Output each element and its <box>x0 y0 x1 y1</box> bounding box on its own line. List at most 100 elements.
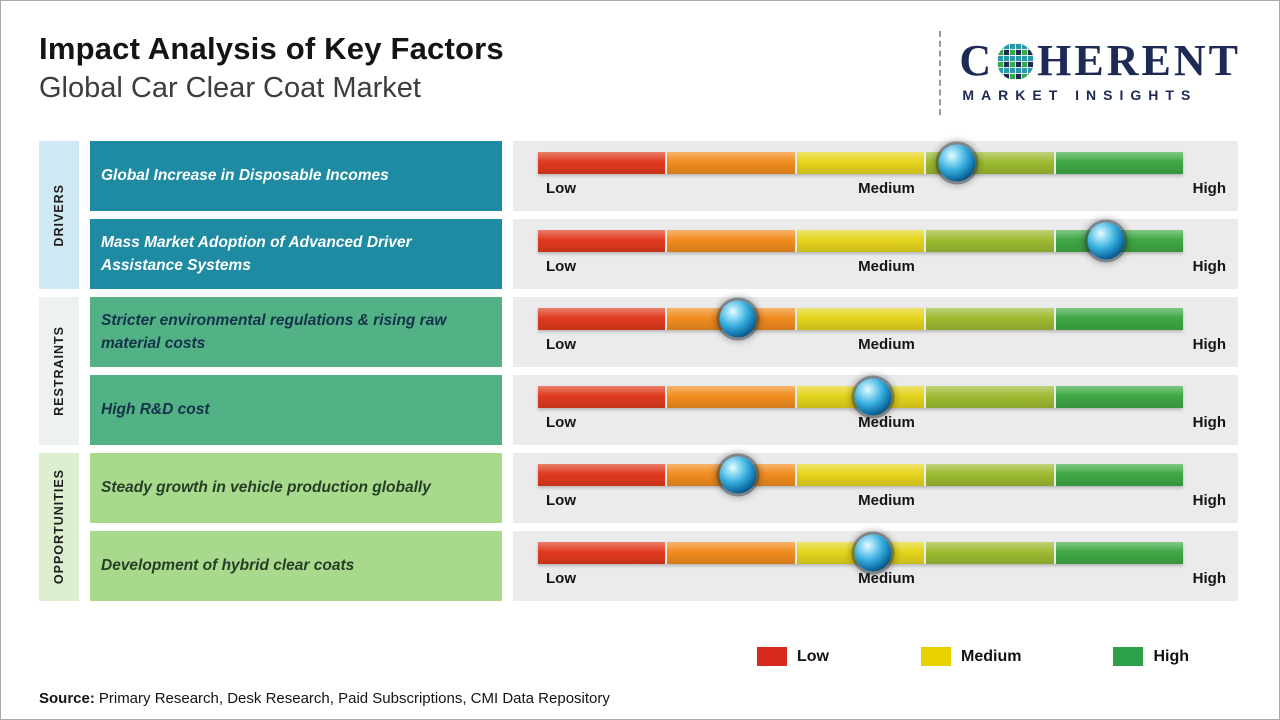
factor-label-6: Development of hybrid clear coats <box>101 557 355 575</box>
scale-label-low: Low <box>546 570 576 587</box>
scale-label-high: High <box>1192 180 1226 197</box>
scale-label-low: Low <box>546 258 576 275</box>
factor-label-box-3: Stricter environmental regulations & ris… <box>90 297 502 367</box>
source-note: Source: Primary Research, Desk Research, … <box>39 690 1241 707</box>
bar-segment-medium-high <box>926 386 1054 408</box>
bar-segment-low-medium <box>667 542 795 564</box>
factor-label-5: Steady growth in vehicle production glob… <box>101 479 431 497</box>
legend-item-low: Low <box>757 647 829 666</box>
scale-label-low: Low <box>546 492 576 509</box>
group-label-opportunities: OPPORTUNITIES <box>52 469 66 585</box>
legend-swatch-medium <box>921 647 951 666</box>
bar-segment-low <box>538 464 666 486</box>
impact-marker <box>719 456 757 494</box>
factor-label-box-1: Global Increase in Disposable Incomes <box>90 141 502 211</box>
impact-scale-bar <box>538 144 1184 182</box>
impact-scale-bar <box>538 222 1184 260</box>
impact-scale-bar <box>538 456 1184 494</box>
source-prefix: Source: <box>39 690 95 707</box>
impact-panel-6: Low Medium High <box>513 531 1238 601</box>
scale-label-low: Low <box>546 414 576 431</box>
group-strip-restraints: RESTRAINTS <box>39 297 79 445</box>
factor-label-box-5: Steady growth in vehicle production glob… <box>90 453 502 523</box>
scale-label-high: High <box>1192 414 1226 431</box>
group-label-restraints: RESTRAINTS <box>52 326 66 416</box>
scale-label-medium: Medium <box>858 258 915 275</box>
factor-label-3: Stricter environmental regulations & ris… <box>101 311 447 352</box>
scale-label-medium: Medium <box>858 336 915 353</box>
impact-marker <box>1087 222 1125 260</box>
impact-panel-5: Low Medium High <box>513 453 1238 523</box>
globe-icon <box>997 42 1035 80</box>
scale-label-medium: Medium <box>858 414 915 431</box>
factor-label-4: High R&D cost <box>101 401 210 419</box>
impact-marker <box>854 378 892 416</box>
bar-segment-low <box>538 230 666 252</box>
bar-segment-low-medium <box>667 386 795 408</box>
scale-label-high: High <box>1192 492 1226 509</box>
impact-scale-bar <box>538 300 1184 338</box>
bar-segment-low-medium <box>667 230 795 252</box>
bar-segment-high <box>1055 386 1184 408</box>
legend-label-high: High <box>1153 647 1189 665</box>
impact-scale-bar <box>538 534 1184 572</box>
factor-label-box-2: Mass Market Adoption of Advanced Driver … <box>90 219 502 289</box>
legend-item-high: High <box>1113 647 1189 666</box>
legend-label-medium: Medium <box>961 647 1022 665</box>
bar-segment-medium <box>796 152 925 174</box>
page-title: Impact Analysis of Key Factors <box>39 31 504 66</box>
scale-label-medium: Medium <box>858 180 915 197</box>
bar-segment-medium-high <box>926 308 1054 330</box>
bar-segment-medium-high <box>926 230 1054 252</box>
bar-segment-medium <box>796 230 925 252</box>
bar-segment-high <box>1055 542 1184 564</box>
legend-swatch-high <box>1113 647 1144 666</box>
bar-segment-medium-high <box>926 464 1054 486</box>
impact-panel-1: Low Medium High <box>513 141 1238 211</box>
impact-marker <box>854 534 892 572</box>
bar-segment-high <box>1055 152 1184 174</box>
titles-block: Impact Analysis of Key Factors Global Ca… <box>39 31 939 105</box>
bar-segment-medium <box>796 308 925 330</box>
legend: Low Medium High <box>757 647 1189 666</box>
source-text: Primary Research, Desk Research, Paid Su… <box>98 690 610 707</box>
factor-label-box-6: Development of hybrid clear coats <box>90 531 502 601</box>
page-subtitle: Global Car Clear Coat Market <box>39 71 421 104</box>
bar-segment-medium-high <box>926 542 1054 564</box>
bar-segment-high <box>1055 308 1184 330</box>
scale-label-high: High <box>1192 570 1226 587</box>
factor-label-box-4: High R&D cost <box>90 375 502 445</box>
header: Impact Analysis of Key Factors Global Ca… <box>39 31 1241 115</box>
brand-tagline: MARKET INSIGHTS <box>962 87 1198 103</box>
group-label-drivers: DRIVERS <box>52 183 66 247</box>
brand-wordmark: C HERENT <box>959 39 1241 83</box>
impact-marker <box>938 144 976 182</box>
legend-label-low: Low <box>797 647 829 665</box>
bar-segment-low <box>538 152 666 174</box>
factor-label-1: Global Increase in Disposable Incomes <box>101 167 389 185</box>
scale-label-medium: Medium <box>858 570 915 587</box>
scale-label-high: High <box>1192 336 1226 353</box>
impact-panel-4: Low Medium High <box>513 375 1238 445</box>
logo-divider <box>939 31 942 115</box>
impact-marker <box>719 300 757 338</box>
impact-matrix: DRIVERS RESTRAINTS OPPORTUNITIES Global … <box>39 141 1241 601</box>
bar-segment-low <box>538 308 666 330</box>
impact-scale-bar <box>538 378 1184 416</box>
bar-segment-low <box>538 386 666 408</box>
brand-letter-c: C <box>959 36 995 85</box>
legend-item-medium: Medium <box>921 647 1021 666</box>
impact-panel-2: Low Medium High <box>513 219 1238 289</box>
scale-label-low: Low <box>546 180 576 197</box>
brand-logo: C HERENT MARKET INSIGHTS <box>959 31 1241 104</box>
group-strip-drivers: DRIVERS <box>39 141 79 289</box>
scale-label-high: High <box>1192 258 1226 275</box>
bar-segment-medium <box>796 464 925 486</box>
group-strip-opportunities: OPPORTUNITIES <box>39 453 79 601</box>
scale-label-low: Low <box>546 336 576 353</box>
bar-segment-high <box>1055 464 1184 486</box>
bar-segment-low-medium <box>667 152 795 174</box>
impact-panel-3: Low Medium High <box>513 297 1238 367</box>
bar-segment-low <box>538 542 666 564</box>
